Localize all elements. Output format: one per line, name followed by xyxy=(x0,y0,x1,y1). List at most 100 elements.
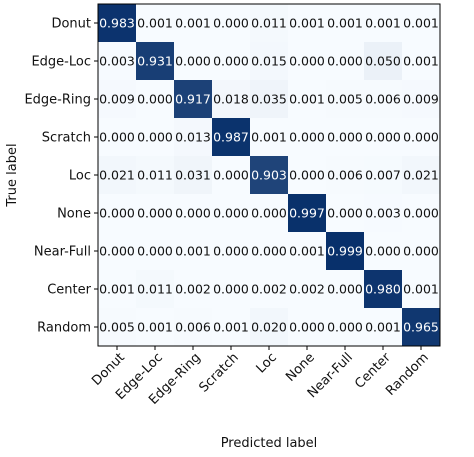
y-axis-label: True label xyxy=(5,143,20,207)
cell-value-label: 0.002 xyxy=(289,282,325,297)
heatmap-cell xyxy=(402,270,441,309)
heatmap-cell xyxy=(326,308,365,347)
heatmap-cell xyxy=(402,42,441,81)
heatmap-cell xyxy=(136,270,175,309)
heatmap-cell xyxy=(364,156,403,195)
heatmap-cell xyxy=(250,232,289,271)
heatmap-cell xyxy=(98,270,137,309)
heatmap-cell xyxy=(250,42,289,81)
cell-value-label: 0.987 xyxy=(213,130,249,145)
y-tick-label: Random xyxy=(37,321,91,336)
cell-value-label: 0.000 xyxy=(289,130,325,145)
heatmap-cell xyxy=(364,232,403,271)
cell-value-label: 0.011 xyxy=(251,16,287,31)
cell-value-label: 0.001 xyxy=(289,92,325,107)
cell-value-label: 0.001 xyxy=(137,320,173,335)
cell-value-label: 0.000 xyxy=(213,54,249,69)
cell-value-label: 0.931 xyxy=(137,54,173,69)
y-tick-label: Near-Full xyxy=(34,245,91,260)
cell-value-label: 0.001 xyxy=(403,16,439,31)
cell-value-label: 0.997 xyxy=(289,206,325,221)
cell-value-label: 0.001 xyxy=(137,16,173,31)
heatmap-cell xyxy=(98,80,137,119)
heatmap-cell xyxy=(326,156,365,195)
cell-value-label: 0.001 xyxy=(327,16,363,31)
heatmap-cell xyxy=(326,118,365,157)
cell-value-label: 0.000 xyxy=(175,206,211,221)
heatmap-cell xyxy=(326,232,365,271)
cell-value-label: 0.018 xyxy=(213,92,249,107)
heatmap-cell xyxy=(212,4,251,43)
cell-value-label: 0.980 xyxy=(365,282,401,297)
heatmap-cell xyxy=(288,156,327,195)
cell-value-label: 0.009 xyxy=(99,92,135,107)
heatmap-cell xyxy=(326,42,365,81)
heatmap-cell xyxy=(212,270,251,309)
cell-value-label: 0.983 xyxy=(99,16,135,31)
heatmap-cell xyxy=(212,42,251,81)
heatmap-cell xyxy=(288,118,327,157)
heatmap-cell xyxy=(136,118,175,157)
heatmap-cell xyxy=(288,42,327,81)
cell-value-label: 0.001 xyxy=(175,16,211,31)
cell-value-label: 0.001 xyxy=(289,16,325,31)
cell-value-label: 0.001 xyxy=(365,320,401,335)
cell-value-label: 0.002 xyxy=(175,282,211,297)
cell-value-label: 0.001 xyxy=(289,244,325,259)
cell-value-label: 0.000 xyxy=(99,206,135,221)
cell-value-label: 0.000 xyxy=(137,206,173,221)
cell-value-label: 0.001 xyxy=(99,282,135,297)
x-tick-label: Scratch xyxy=(196,350,241,395)
cell-value-label: 0.000 xyxy=(289,54,325,69)
cell-value-label: 0.000 xyxy=(137,92,173,107)
cell-value-label: 0.000 xyxy=(99,130,135,145)
x-tick-label: None xyxy=(283,350,318,385)
cell-value-label: 0.035 xyxy=(251,92,287,107)
heatmap-cell xyxy=(402,4,441,43)
cell-value-label: 0.000 xyxy=(251,244,287,259)
cell-value-label: 0.917 xyxy=(175,92,211,107)
heatmap-cell xyxy=(402,308,441,347)
cell-value-label: 0.001 xyxy=(213,320,249,335)
cell-value-label: 0.009 xyxy=(403,92,439,107)
y-tick-label: None xyxy=(57,207,91,222)
heatmap-cell xyxy=(288,308,327,347)
cell-value-label: 0.001 xyxy=(403,282,439,297)
heatmap-cell xyxy=(136,232,175,271)
heatmap-cells: 0.983 0.001 0.001 0.000 0.011 0.001 0.001 0.001… xyxy=(98,4,441,347)
heatmap-cell xyxy=(212,156,251,195)
cell-value-label: 0.050 xyxy=(365,54,401,69)
heatmap-cell xyxy=(174,156,213,195)
heatmap-cell xyxy=(136,156,175,195)
heatmap-cell xyxy=(136,194,175,233)
heatmap-cell xyxy=(250,80,289,119)
heatmap-cell xyxy=(402,156,441,195)
heatmap-cell xyxy=(326,194,365,233)
heatmap-cell xyxy=(402,118,441,157)
heatmap-cell xyxy=(364,308,403,347)
cell-value-label: 0.013 xyxy=(175,130,211,145)
x-axis-label: Predicted label xyxy=(221,436,318,451)
cell-value-label: 0.001 xyxy=(403,54,439,69)
heatmap-cell xyxy=(364,118,403,157)
heatmap-cell xyxy=(212,80,251,119)
heatmap-cell xyxy=(288,232,327,271)
tick-marks xyxy=(94,22,422,350)
heatmap-cell xyxy=(250,308,289,347)
heatmap-cell xyxy=(402,232,441,271)
heatmap-cell xyxy=(212,308,251,347)
heatmap-cell xyxy=(174,42,213,81)
cell-value-label: 0.011 xyxy=(137,168,173,183)
cell-value-label: 0.006 xyxy=(327,168,363,183)
heatmap-cell xyxy=(288,194,327,233)
heatmap-cell xyxy=(174,308,213,347)
cell-value-label: 0.000 xyxy=(289,168,325,183)
heatmap-cell xyxy=(212,232,251,271)
heatmap-cell xyxy=(288,4,327,43)
heatmap-cell xyxy=(98,232,137,271)
heatmap-cell xyxy=(98,308,137,347)
cell-value-label: 0.000 xyxy=(327,54,363,69)
cell-value-label: 0.000 xyxy=(251,206,287,221)
cell-value-label: 0.021 xyxy=(99,168,135,183)
heatmap-cell xyxy=(174,194,213,233)
